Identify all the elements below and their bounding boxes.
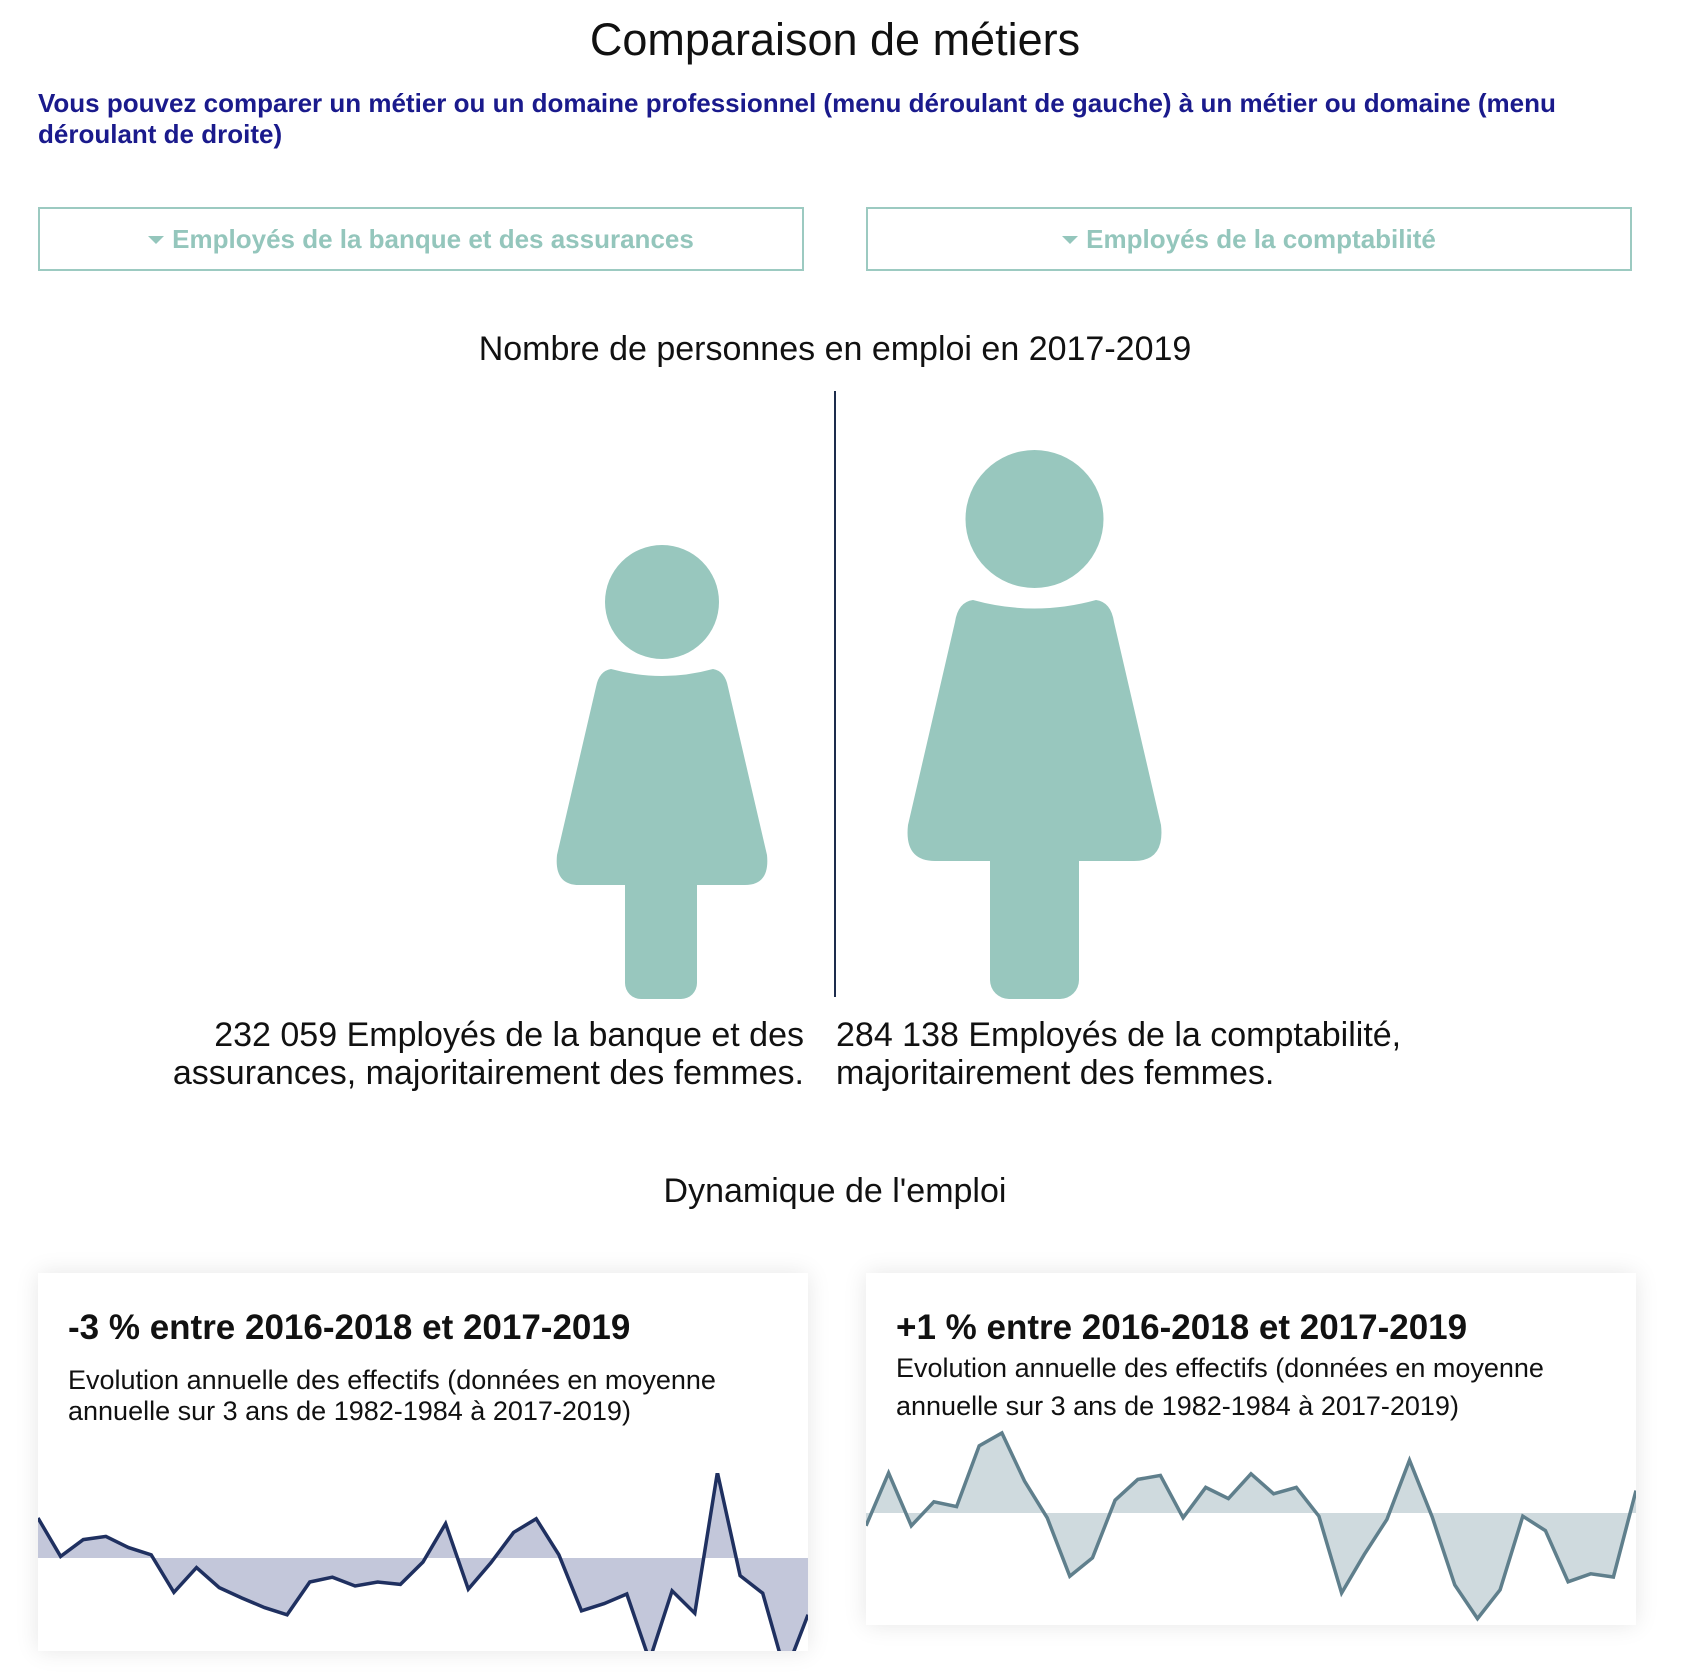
dynamics-section-title: Dynamique de l'emploi bbox=[663, 1172, 1007, 1210]
left-card-headline: -3 % entre 2016-2018 et 2017-2019 bbox=[68, 1308, 631, 1347]
left-dynamics-card: -3 % entre 2016-2018 et 2017-2019 Evolut… bbox=[38, 1273, 808, 1651]
caret-down-icon bbox=[1062, 236, 1079, 244]
right-card-subtitle: Evolution annuelle des effectifs (donnée… bbox=[896, 1353, 1544, 1421]
right-employment-caption: 284 138 Employés de la comptabilité, maj… bbox=[836, 1016, 1402, 1092]
left-dropdown-label: Employés de la banque et des assurances bbox=[172, 223, 694, 254]
right-occupation-dropdown[interactable]: Employés de la comptabilité bbox=[866, 207, 1632, 271]
right-card-headline: +1 % entre 2016-2018 et 2017-2019 bbox=[896, 1308, 1468, 1347]
right-sparkline-chart bbox=[866, 1430, 1636, 1622]
right-sparkline-area bbox=[866, 1433, 1636, 1619]
right-dynamics-card: +1 % entre 2016-2018 et 2017-2019 Evolut… bbox=[866, 1273, 1636, 1625]
woman-icon-right bbox=[907, 450, 1162, 999]
left-occupation-dropdown[interactable]: Employés de la banque et des assurances bbox=[38, 207, 804, 271]
divider-line bbox=[834, 391, 836, 997]
caret-down-icon bbox=[148, 236, 165, 244]
left-employment-caption: 232 059 Employés de la banque et des ass… bbox=[172, 1016, 804, 1092]
right-dropdown-label: Employés de la comptabilité bbox=[1086, 223, 1436, 254]
employment-section-title: Nombre de personnes en emploi en 2017-20… bbox=[478, 330, 1192, 368]
woman-icon-left bbox=[556, 545, 768, 999]
left-card-subtitle: Evolution annuelle des effectifs (donnée… bbox=[68, 1365, 716, 1426]
intro-text: Vous pouvez comparer un métier ou un dom… bbox=[38, 88, 1556, 149]
left-sparkline-chart bbox=[38, 1473, 808, 1651]
page-title: Comparaison de métiers bbox=[589, 14, 1081, 65]
